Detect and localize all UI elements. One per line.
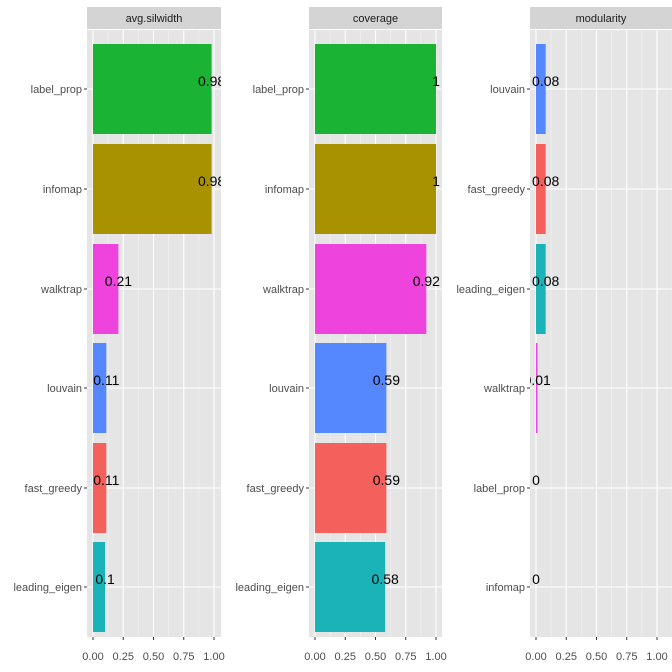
facet-panel-modularity: modularity 0.08 0.08 0.08 0.01 0 0 louvain fast_… [456,7,672,663]
bar-leading_eigen [93,542,106,632]
y-tick-label: leading_eigen [235,582,304,594]
x-tick-label: 0.50 [143,651,164,663]
y-tick-label: walktrap [262,284,304,296]
y-tick-label: louvain [269,383,304,395]
y-tick-label: fast_greedy [25,483,83,495]
data-label-fast_greedy: 0.59 [373,472,400,488]
strip-title: modularity [576,13,627,25]
data-label-label_prop: 1 [432,73,440,89]
panel-content: 0.08 0.08 0.08 0.01 0 0 [524,30,672,637]
facet-panel-avg-silwidth: avg.silwidth 0.98 0.98 0.21 0.11 0.11 0.1 label… [13,7,225,663]
bar-label_prop [93,44,212,134]
bar-louvain [93,343,107,433]
x-tick-label: 0.75 [173,651,194,663]
bar-louvain [536,44,546,134]
strip-background [87,7,221,29]
data-label-infomap: 0.98 [198,173,225,189]
x-tick-label: 0.25 [335,651,356,663]
y-tick-label: louvain [47,383,82,395]
data-label-leading_eigen: 0.1 [95,571,115,587]
x-tick-label: 1.00 [646,651,667,663]
bar-fast_greedy [315,443,387,533]
strip-title: avg.silwidth [126,13,183,25]
x-tick-label: 1.00 [425,651,446,663]
bar-leading_eigen [315,542,386,632]
x-tick-label: 0.50 [586,651,607,663]
y-tick-label: fast_greedy [468,184,526,196]
strip-background [309,7,442,29]
bar-fast_greedy [93,443,107,533]
bar-label_prop [315,44,436,134]
y-tick-label: infomap [486,582,525,594]
strip-title: coverage [353,13,398,25]
data-label-label_prop: 0.98 [198,73,225,89]
data-label-label_prop: 0 [532,472,540,488]
data-label-louvain: 0.11 [93,372,119,388]
x-tick-label: 0.25 [556,651,577,663]
data-label-louvain: 0.59 [373,372,400,388]
bar-infomap [315,144,436,234]
x-tick-label: 0.50 [365,651,386,663]
bar-louvain [315,343,387,433]
bar-walktrap [315,244,427,334]
y-tick-label: label_prop [253,84,304,96]
y-tick-label: fast_greedy [247,483,305,495]
y-tick-label: label_prop [474,483,525,495]
strip-background [530,7,672,29]
x-tick-label: 0.75 [616,651,637,663]
y-tick-label: infomap [265,184,304,196]
y-tick-label: louvain [490,84,525,96]
panel-content: 0.98 0.98 0.21 0.11 0.11 0.1 [87,30,225,637]
y-tick-label: label_prop [31,84,82,96]
y-tick-label: leading_eigen [13,582,82,594]
data-label-infomap: 1 [432,173,440,189]
y-tick-label: infomap [43,184,82,196]
data-label-walktrap: 0.01 [524,372,551,388]
data-label-fast_greedy: 0.08 [532,173,559,189]
data-label-leading_eigen: 0.08 [532,273,559,289]
bar-walktrap [536,343,538,433]
data-label-infomap: 0 [532,571,540,587]
data-label-louvain: 0.08 [532,73,559,89]
bar-walktrap [93,244,119,334]
data-label-walktrap: 0.21 [105,273,132,289]
panel-content: 1 1 0.92 0.59 0.59 0.58 [309,30,442,637]
x-tick-label: 0.00 [82,651,103,663]
x-tick-label: 0.00 [525,651,546,663]
data-label-walktrap: 0.92 [413,273,440,289]
data-label-leading_eigen: 0.58 [372,571,399,587]
y-tick-label: leading_eigen [456,284,525,296]
bar-leading_eigen [536,244,546,334]
x-tick-label: 0.75 [395,651,416,663]
x-tick-label: 1.00 [203,651,224,663]
y-tick-label: walktrap [483,383,525,395]
x-tick-label: 0.25 [113,651,134,663]
bar-infomap [93,144,212,234]
y-tick-label: walktrap [40,284,82,296]
data-label-fast_greedy: 0.11 [93,472,119,488]
facet-panel-coverage: coverage 1 1 0.92 0.59 0.59 0.58 label_propinfo… [235,7,447,663]
panel-background [530,30,672,637]
bar-fast_greedy [536,144,546,234]
x-tick-label: 0.00 [304,651,325,663]
